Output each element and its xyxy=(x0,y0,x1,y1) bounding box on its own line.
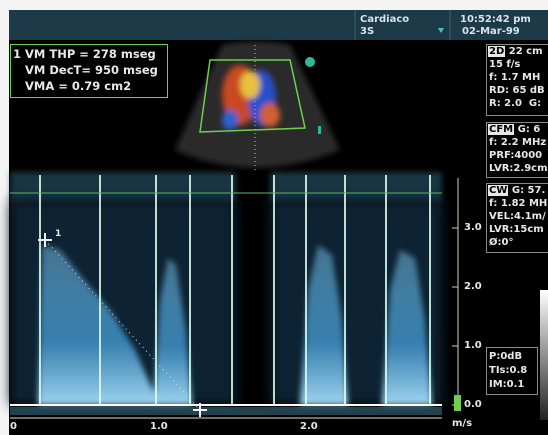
time: 10:52:42 pm xyxy=(460,14,531,25)
gain: G: 57. xyxy=(512,185,545,196)
ultrasound-screen: Cardiaco 3S 10:52:42 pm 02-Mar-99 1 VM T… xyxy=(0,0,548,435)
gain: G: 6 xyxy=(518,124,541,135)
setting: f: 2.2 MHz xyxy=(489,137,546,148)
baseline-marker xyxy=(454,395,461,411)
measurement-box: 1 VM THP = 278 mseg VM DecT= 950 mseg VM… xyxy=(10,44,168,98)
output: TIs:0.8 xyxy=(489,365,527,376)
setting: PRF:4000 xyxy=(489,150,542,161)
settings-cfm: CFM G: 6 f: 2.2 MHz PRF:4000 LVR:2.9cm xyxy=(486,122,548,178)
mode-tag: 2D xyxy=(488,46,505,57)
date: 02-Mar-99 xyxy=(462,26,520,37)
velocity-unit: m/s xyxy=(452,418,472,429)
measurement: VMA = 0.79 cm2 xyxy=(25,79,131,93)
output-box: P:0dB TIs:0.8 IM:0.1 xyxy=(486,347,538,395)
cursor-label: 1 xyxy=(55,229,61,239)
output: IM:0.1 xyxy=(489,379,524,390)
velocity-tick-label: 0.0 xyxy=(464,399,482,410)
setting: Ø:0° xyxy=(489,237,513,248)
setting: LVR:15cm xyxy=(489,224,544,235)
depth: 22 cm xyxy=(509,46,543,57)
velocity-tick-label: 1.0 xyxy=(464,340,482,351)
depth-marker xyxy=(318,126,321,134)
measurement: VM DecT= 950 mseg xyxy=(25,63,158,77)
setting: VEL:4.1m/ xyxy=(489,211,546,222)
output: P:0dB xyxy=(489,351,522,362)
time-tick-label: 1.0 xyxy=(150,421,168,432)
top-border xyxy=(0,0,548,10)
measurement: 1 VM THP = 278 mseg xyxy=(13,47,156,61)
setting: f: 1.7 MH xyxy=(489,72,540,83)
time-tick-label: 0 xyxy=(10,421,17,432)
mode-tag: CFM xyxy=(488,124,514,135)
left-border xyxy=(0,0,9,435)
velocity-ticks xyxy=(452,228,458,405)
probe: 3S xyxy=(360,26,374,37)
settings-2d: 2D 22 cm 15 f/s f: 1.7 MH RD: 65 dB R: 2… xyxy=(486,44,548,116)
setting: RD: 65 dB xyxy=(489,85,545,96)
orientation-marker xyxy=(305,57,315,67)
velocity-tick-label: 3.0 xyxy=(464,222,482,233)
noise-band xyxy=(270,172,442,202)
preset: Cardiaco xyxy=(360,14,409,25)
setting: LVR:2.9cm xyxy=(489,163,548,174)
velocity-tick-label: 2.0 xyxy=(464,281,482,292)
noise-band xyxy=(10,172,236,202)
time-tick-label: 2.0 xyxy=(300,421,318,432)
baseline-noise xyxy=(10,407,442,415)
mode-tag: CW xyxy=(488,185,508,196)
setting: 15 f/s xyxy=(489,59,520,70)
setting: R: 2.0 G: xyxy=(489,98,541,109)
setting: f: 1.82 MH xyxy=(489,198,547,209)
gray-bar xyxy=(540,290,548,420)
settings-cw: CW G: 57. f: 1.82 MH VEL:4.1m/ LVR:15cm … xyxy=(486,183,548,253)
